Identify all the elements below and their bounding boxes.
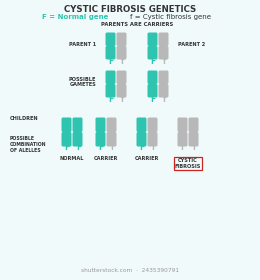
Text: F: F xyxy=(108,57,113,66)
FancyBboxPatch shape xyxy=(178,132,187,146)
FancyBboxPatch shape xyxy=(160,81,166,87)
FancyBboxPatch shape xyxy=(108,129,114,134)
FancyBboxPatch shape xyxy=(107,43,114,48)
FancyBboxPatch shape xyxy=(62,132,72,146)
Text: CYSTIC
FIBROSIS: CYSTIC FIBROSIS xyxy=(175,158,201,169)
Text: NORMAL: NORMAL xyxy=(60,156,84,161)
FancyBboxPatch shape xyxy=(159,32,168,46)
Text: F: F xyxy=(76,143,81,153)
Text: shutterstock.com  ·  2435390791: shutterstock.com · 2435390791 xyxy=(81,267,179,272)
FancyBboxPatch shape xyxy=(106,84,115,97)
FancyBboxPatch shape xyxy=(116,32,127,46)
FancyBboxPatch shape xyxy=(62,118,72,132)
FancyBboxPatch shape xyxy=(106,32,115,46)
Text: F: F xyxy=(150,57,155,66)
FancyBboxPatch shape xyxy=(63,129,69,134)
FancyBboxPatch shape xyxy=(147,84,158,97)
FancyBboxPatch shape xyxy=(73,118,82,132)
FancyBboxPatch shape xyxy=(150,43,155,48)
FancyBboxPatch shape xyxy=(119,81,125,87)
Text: POSSIBLE
GAMETES: POSSIBLE GAMETES xyxy=(69,77,96,87)
FancyBboxPatch shape xyxy=(106,46,115,60)
FancyBboxPatch shape xyxy=(107,132,116,146)
Text: PARENTS ARE CARRIERS: PARENTS ARE CARRIERS xyxy=(101,22,173,27)
FancyBboxPatch shape xyxy=(191,129,197,134)
FancyBboxPatch shape xyxy=(147,118,158,132)
Text: f: f xyxy=(163,95,166,104)
Text: f: f xyxy=(152,143,155,153)
Text: F: F xyxy=(64,143,69,153)
Text: F: F xyxy=(150,95,155,104)
Text: PARENT 1: PARENT 1 xyxy=(69,41,96,46)
FancyBboxPatch shape xyxy=(98,129,103,134)
Text: F = Normal gene: F = Normal gene xyxy=(42,14,108,20)
FancyBboxPatch shape xyxy=(107,81,114,87)
Text: f: f xyxy=(111,143,114,153)
Text: CHILDREN: CHILDREN xyxy=(10,115,39,120)
FancyBboxPatch shape xyxy=(136,132,146,146)
FancyBboxPatch shape xyxy=(107,118,116,132)
FancyBboxPatch shape xyxy=(95,132,106,146)
Text: F: F xyxy=(139,143,144,153)
FancyBboxPatch shape xyxy=(159,84,168,97)
Text: f: f xyxy=(163,57,166,66)
Text: CARRIER: CARRIER xyxy=(135,156,159,161)
FancyBboxPatch shape xyxy=(116,84,127,97)
FancyBboxPatch shape xyxy=(136,118,146,132)
FancyBboxPatch shape xyxy=(147,32,158,46)
Text: PARENT 2: PARENT 2 xyxy=(178,41,205,46)
Text: f: f xyxy=(121,57,124,66)
FancyBboxPatch shape xyxy=(147,71,158,84)
FancyBboxPatch shape xyxy=(139,129,145,134)
FancyBboxPatch shape xyxy=(116,71,127,84)
FancyBboxPatch shape xyxy=(188,118,198,132)
FancyBboxPatch shape xyxy=(73,132,82,146)
FancyBboxPatch shape xyxy=(179,129,185,134)
FancyBboxPatch shape xyxy=(178,118,187,132)
FancyBboxPatch shape xyxy=(159,46,168,60)
Text: F: F xyxy=(98,143,103,153)
FancyBboxPatch shape xyxy=(150,129,155,134)
Text: F: F xyxy=(108,95,113,104)
Text: f: f xyxy=(193,143,196,153)
FancyBboxPatch shape xyxy=(116,46,127,60)
FancyBboxPatch shape xyxy=(147,46,158,60)
FancyBboxPatch shape xyxy=(159,71,168,84)
FancyBboxPatch shape xyxy=(160,43,166,48)
Text: f = Cystic fibrosis gene: f = Cystic fibrosis gene xyxy=(130,14,211,20)
FancyBboxPatch shape xyxy=(75,129,81,134)
FancyBboxPatch shape xyxy=(106,71,115,84)
Text: CARRIER: CARRIER xyxy=(94,156,118,161)
FancyBboxPatch shape xyxy=(150,81,155,87)
Text: f: f xyxy=(121,95,124,104)
Text: CYSTIC FIBROSIS GENETICS: CYSTIC FIBROSIS GENETICS xyxy=(64,4,196,13)
Text: POSSIBLE
COMBINATION
OF ALELLES: POSSIBLE COMBINATION OF ALELLES xyxy=(10,136,47,153)
FancyBboxPatch shape xyxy=(119,43,125,48)
FancyBboxPatch shape xyxy=(147,132,158,146)
Text: f: f xyxy=(181,143,184,153)
FancyBboxPatch shape xyxy=(95,118,106,132)
FancyBboxPatch shape xyxy=(188,132,198,146)
